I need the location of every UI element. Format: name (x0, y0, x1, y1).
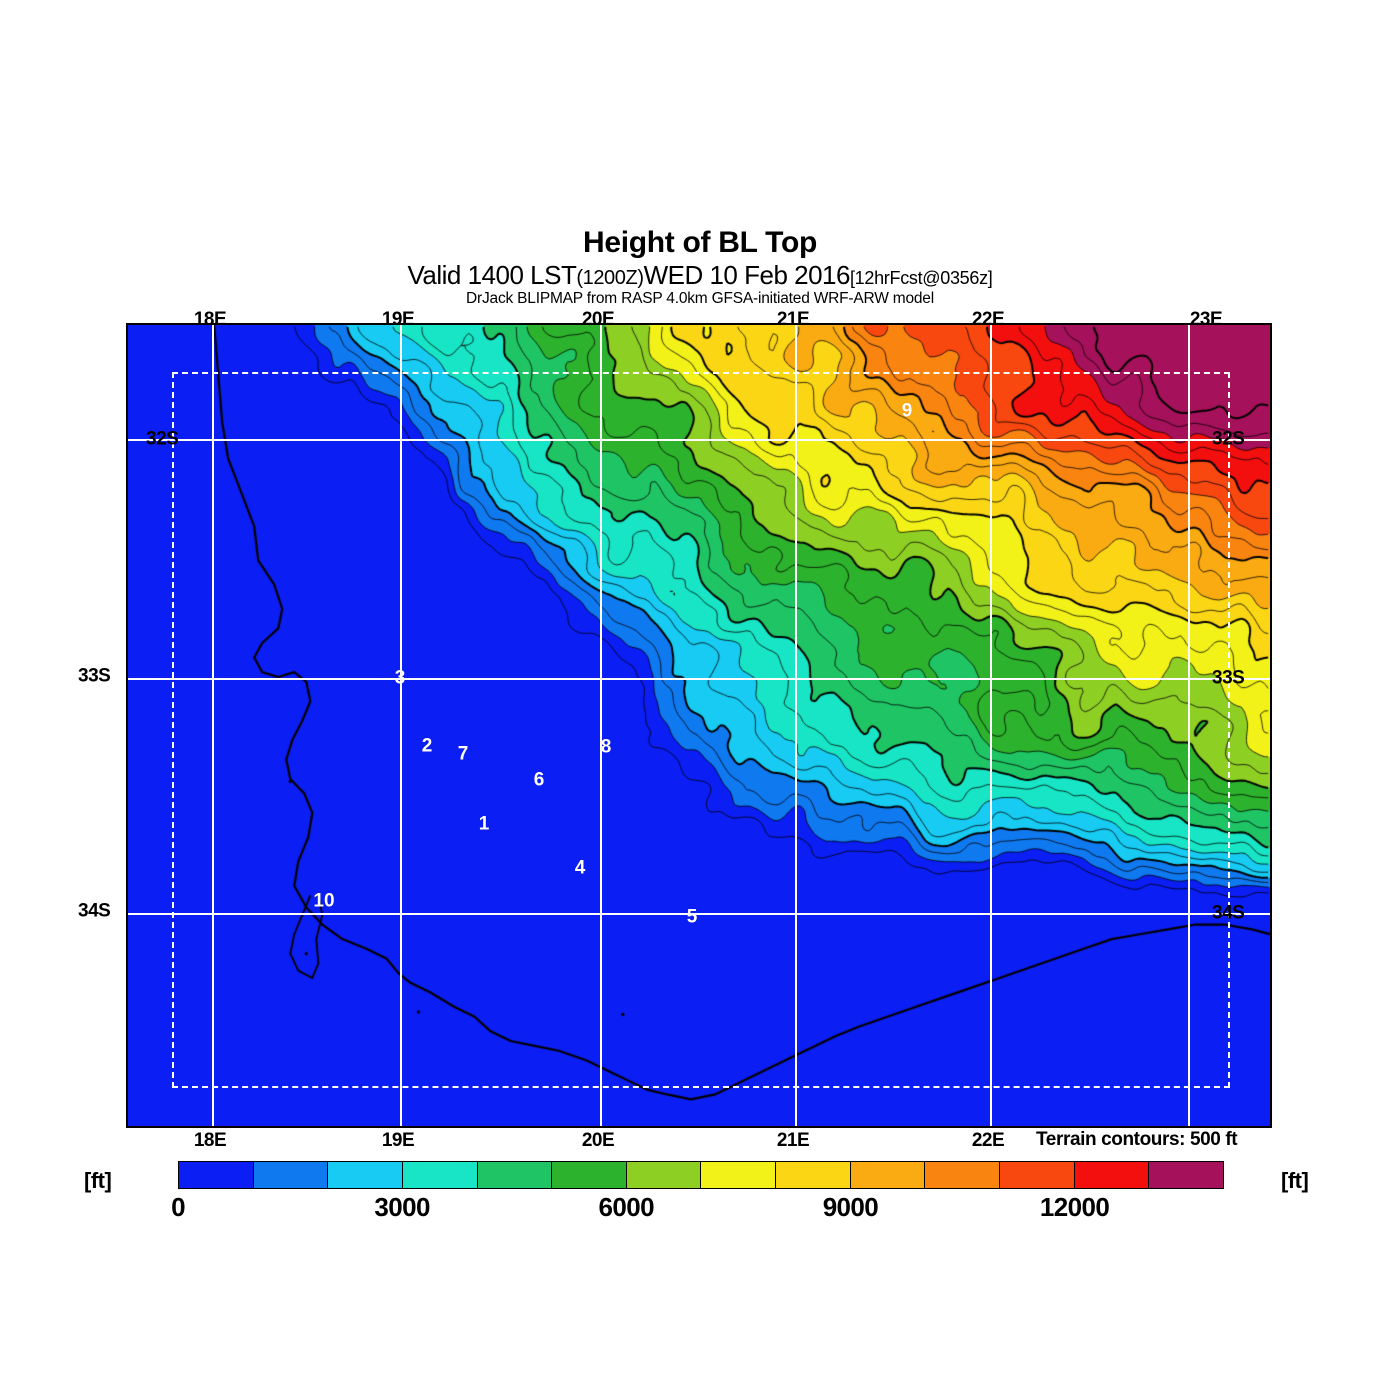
lon-label-top-20e: 20E (581, 309, 615, 330)
valid-date: WED 10 Feb 2016 (643, 260, 851, 290)
colorbar-swatch-4 (477, 1162, 553, 1188)
valid-prefix: Valid 1400 LST (407, 260, 577, 290)
colorbar-swatch-11 (1000, 1162, 1075, 1188)
lat-label-left-33s: 33S (78, 665, 111, 687)
colorbar-swatch-13 (1149, 1162, 1223, 1188)
bl-top-heatmap (128, 325, 1270, 1126)
colorbar-tick-9000: 9000 (822, 1192, 879, 1222)
colorbar-tick-3000: 3000 (374, 1192, 430, 1222)
lon-label-top-21e: 21E (776, 309, 810, 330)
colorbar-tick-0: 0 (171, 1192, 185, 1222)
lon-label-bottom-20e: 20E (581, 1130, 615, 1151)
valid-utc: (1200Z) (576, 267, 644, 289)
colorbar-swatch-5 (552, 1162, 627, 1188)
colorbar-swatch-9 (850, 1162, 926, 1188)
colorbar-tick-12000: 12000 (1039, 1192, 1110, 1222)
colorbar-swatch-3 (402, 1162, 478, 1188)
colorbar-swatch-10 (925, 1162, 1001, 1188)
model-credit: DrJack BLIPMAP from RASP 4.0km GFSA-init… (466, 290, 934, 307)
title-block: Height of BL Top Valid 1400 LST(1200Z)WE… (0, 228, 1400, 307)
colorbar-swatch-2 (328, 1162, 403, 1188)
terrain-contour-note: Terrain contours: 500 ft (1036, 1129, 1238, 1150)
page-title: Height of BL Top (582, 226, 818, 259)
colorbar-swatch-0 (179, 1162, 254, 1188)
lon-label-bottom-19e: 19E (381, 1130, 415, 1151)
lon-label-bottom-18e: 18E (193, 1130, 227, 1151)
lon-label-top-22e: 22E (971, 309, 1005, 330)
lon-label-top-23e: 23E (1189, 309, 1223, 330)
colorbar-swatch-12 (1074, 1162, 1150, 1188)
lon-label-top-19e: 19E (381, 309, 415, 330)
colorbar-swatch-7 (701, 1162, 777, 1188)
colorbar-units-left: [ft] (84, 1168, 112, 1193)
colorbar-units-right: [ft] (1281, 1168, 1309, 1193)
forecast-tag: [12hrFcst@0356z] (849, 268, 993, 288)
lon-label-bottom-22e: 22E (971, 1130, 1005, 1151)
valid-time-line: Valid 1400 LST(1200Z)WED 10 Feb 2016[12h… (0, 262, 1400, 288)
colorbar-tick-6000: 6000 (598, 1192, 655, 1222)
map-plot-area: 32S 32S 33S 34S 1 2 3 4 5 6 7 8 9 10 (126, 323, 1272, 1128)
lat-label-left-34s: 34S (78, 900, 111, 922)
colorbar-swatch-8 (776, 1162, 851, 1188)
colorbar (178, 1161, 1224, 1189)
lon-label-bottom-21e: 21E (776, 1130, 810, 1151)
colorbar-swatch-1 (253, 1162, 329, 1188)
lon-label-top-18e: 18E (193, 309, 227, 330)
colorbar-swatch-6 (626, 1162, 702, 1188)
